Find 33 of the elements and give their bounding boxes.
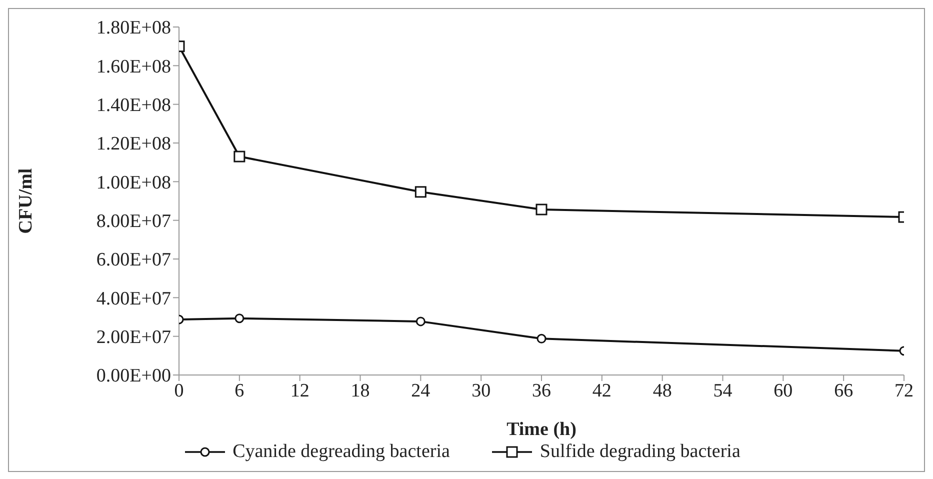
y-tick-label: 0.00E+00 — [96, 366, 171, 387]
point — [536, 334, 546, 344]
y-tick-label: 4.00E+07 — [96, 288, 171, 310]
x-tick-label: 24 — [411, 380, 431, 402]
x-tick-label: 12 — [290, 380, 310, 402]
x-tick-label: 18 — [350, 380, 370, 402]
point — [414, 186, 426, 198]
x-tick-label: 30 — [472, 380, 491, 402]
y-tick-label: 8.00E+07 — [96, 211, 171, 232]
x-tick-label: 36 — [532, 380, 551, 402]
x-tick-label: 66 — [834, 380, 854, 402]
point — [416, 316, 426, 326]
y-tick-label: 2.00E+07 — [96, 327, 171, 348]
y-tick-label: 1.20E+08 — [96, 134, 171, 155]
y-tick-label: 1.40E+08 — [96, 95, 171, 116]
x-tick-label: 0 — [174, 380, 184, 402]
point — [536, 204, 548, 216]
legend-label: Cyanide degreading bacteria — [232, 441, 450, 463]
x-axis-title: Time (h) — [506, 419, 576, 440]
x-tick-label: 60 — [774, 380, 793, 402]
x-tick-label: 42 — [592, 380, 612, 402]
y-tick-label: 1.80E+08 — [96, 18, 171, 39]
x-tick-label: 6 — [234, 380, 244, 402]
y-tick-label: 1.00E+08 — [96, 172, 171, 194]
y-tick-label: 1.60E+08 — [96, 56, 171, 78]
point — [234, 150, 246, 162]
x-tick-label: 48 — [652, 380, 672, 402]
y-tick-label: 6.00E+07 — [96, 250, 171, 271]
x-tick-label: 54 — [713, 380, 733, 402]
x-tick-label: 72 — [894, 380, 914, 402]
legend-label: Sulfide degrading bacteria — [540, 441, 740, 463]
y-axis-title: CFU/ml — [16, 168, 37, 234]
point — [234, 314, 244, 324]
